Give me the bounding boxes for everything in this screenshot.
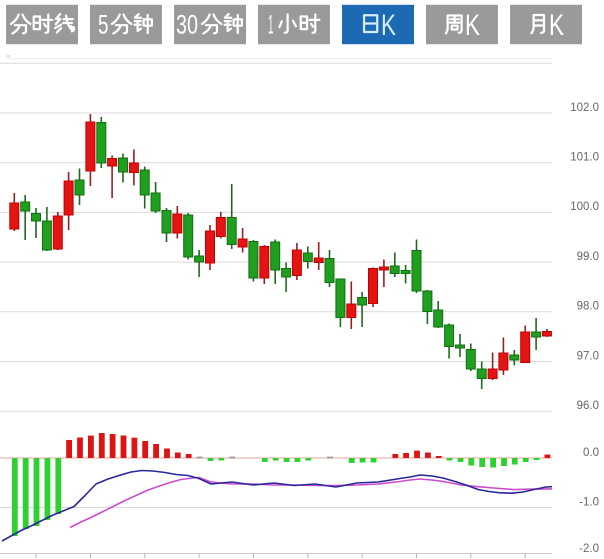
- svg-text:0.0: 0.0: [583, 447, 599, 459]
- svg-text:1: 1: [268, 10, 274, 40]
- svg-text:102.0: 102.0: [570, 102, 599, 114]
- svg-text:97.0: 97.0: [577, 350, 599, 362]
- svg-text:-2.0: -2.0: [579, 543, 599, 555]
- svg-text:K: K: [549, 9, 564, 42]
- svg-text:K: K: [381, 9, 396, 42]
- svg-text:30: 30: [176, 10, 198, 40]
- svg-text:98.0: 98.0: [577, 301, 599, 313]
- svg-text:99.0: 99.0: [577, 251, 599, 263]
- svg-text:K: K: [465, 9, 480, 42]
- svg-text:100.0: 100.0: [570, 201, 599, 213]
- svg-text:96.0: 96.0: [577, 400, 599, 412]
- svg-text:5: 5: [98, 10, 109, 40]
- svg-text:-1.0: -1.0: [579, 496, 599, 508]
- svg-text:101.0: 101.0: [570, 152, 599, 164]
